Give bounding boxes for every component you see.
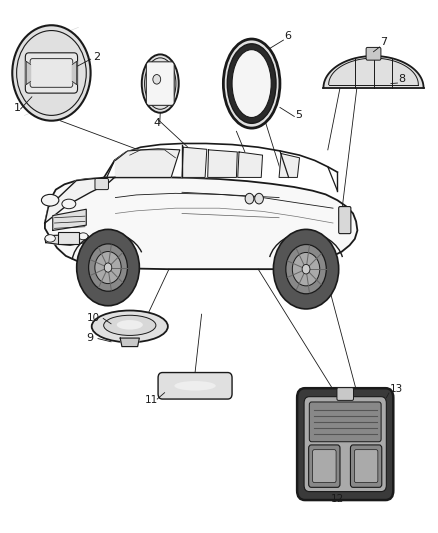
Circle shape <box>95 252 121 284</box>
Text: 2: 2 <box>93 52 100 62</box>
FancyBboxPatch shape <box>337 387 353 400</box>
Polygon shape <box>72 61 77 85</box>
Ellipse shape <box>232 50 271 117</box>
Ellipse shape <box>117 320 143 329</box>
FancyBboxPatch shape <box>313 450 336 482</box>
Circle shape <box>153 75 161 84</box>
Ellipse shape <box>42 195 59 206</box>
Ellipse shape <box>227 44 276 123</box>
FancyBboxPatch shape <box>354 450 378 482</box>
FancyBboxPatch shape <box>58 232 79 244</box>
Ellipse shape <box>223 39 280 128</box>
Polygon shape <box>182 147 207 177</box>
Ellipse shape <box>78 233 88 240</box>
Text: 7: 7 <box>380 37 387 47</box>
Ellipse shape <box>174 381 216 391</box>
Ellipse shape <box>62 199 76 209</box>
Circle shape <box>302 264 310 274</box>
FancyBboxPatch shape <box>309 445 340 487</box>
FancyBboxPatch shape <box>146 62 174 106</box>
Circle shape <box>245 193 254 204</box>
FancyBboxPatch shape <box>350 445 382 487</box>
Polygon shape <box>26 61 31 85</box>
Circle shape <box>292 253 320 286</box>
Ellipse shape <box>142 54 179 113</box>
Polygon shape <box>238 152 262 177</box>
FancyBboxPatch shape <box>95 179 109 190</box>
Ellipse shape <box>104 316 156 335</box>
Polygon shape <box>208 150 237 177</box>
Polygon shape <box>45 177 116 223</box>
FancyBboxPatch shape <box>366 47 381 60</box>
Text: 13: 13 <box>390 384 403 394</box>
Polygon shape <box>45 177 357 269</box>
Ellipse shape <box>45 235 55 242</box>
Polygon shape <box>116 149 180 177</box>
Text: 8: 8 <box>398 74 406 84</box>
Circle shape <box>254 193 263 204</box>
FancyBboxPatch shape <box>339 207 351 233</box>
Polygon shape <box>323 56 424 88</box>
FancyBboxPatch shape <box>309 402 381 442</box>
Polygon shape <box>279 154 300 177</box>
Text: 1: 1 <box>14 103 21 113</box>
Ellipse shape <box>92 311 168 342</box>
FancyBboxPatch shape <box>297 388 393 500</box>
FancyBboxPatch shape <box>158 373 232 399</box>
Text: 9: 9 <box>87 333 94 343</box>
Circle shape <box>273 229 339 309</box>
Circle shape <box>104 263 112 272</box>
Text: 5: 5 <box>295 110 302 120</box>
Text: 4: 4 <box>154 118 161 128</box>
Text: 10: 10 <box>87 312 100 322</box>
FancyBboxPatch shape <box>304 397 386 491</box>
Text: 11: 11 <box>145 395 158 405</box>
FancyBboxPatch shape <box>25 53 78 93</box>
Circle shape <box>77 229 139 306</box>
Polygon shape <box>120 338 139 346</box>
Circle shape <box>88 244 127 291</box>
Circle shape <box>286 245 326 294</box>
Polygon shape <box>45 235 88 245</box>
Text: 12: 12 <box>331 494 344 504</box>
Circle shape <box>12 25 91 120</box>
Text: 6: 6 <box>284 30 291 41</box>
Polygon shape <box>53 209 86 230</box>
